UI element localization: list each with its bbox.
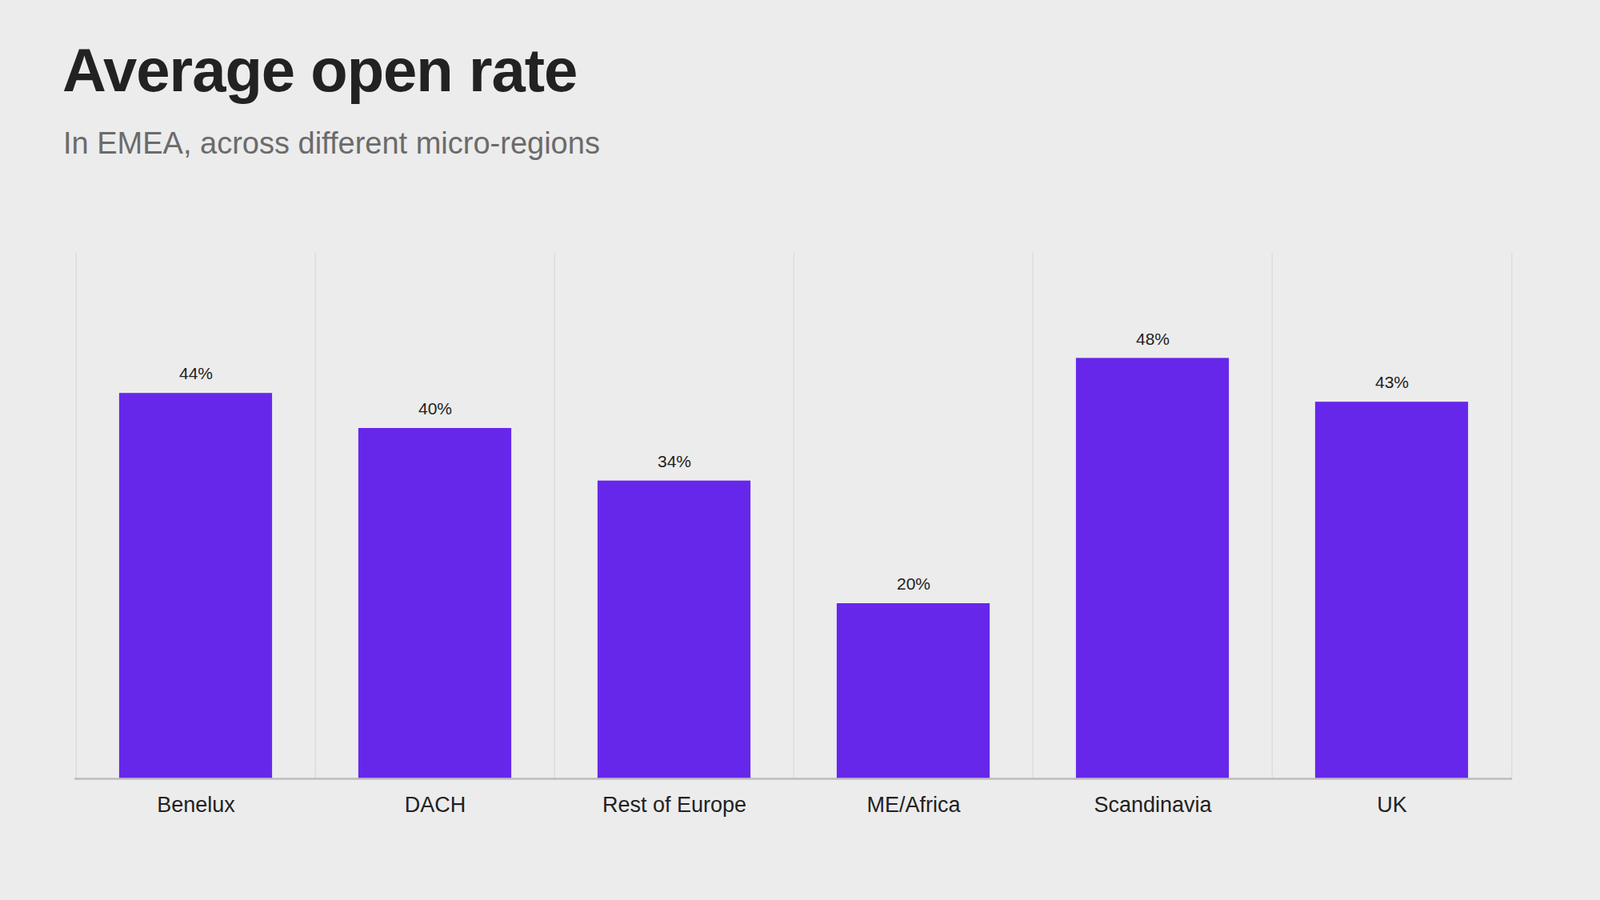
svg-text:ME/Africa: ME/Africa <box>866 792 961 817</box>
svg-text:44%: 44% <box>179 364 213 383</box>
html-text:Average open rate: Average open rate <box>62 36 578 104</box>
svg-text:DACH: DACH <box>404 792 467 817</box>
svg-text:40%: 40% <box>418 399 452 418</box>
svg-text:Benelux: Benelux <box>156 792 236 817</box>
svg-text:UK: UK <box>1376 792 1408 817</box>
svg-text:Rest of Europe: Rest of Europe <box>602 792 747 817</box>
svg-text:48%: 48% <box>1136 329 1170 348</box>
svg-text:Scandinavia: Scandinavia <box>1093 792 1212 817</box>
svg-text:20%: 20% <box>896 574 931 593</box>
html-text:In EMEA, across different micr: In EMEA, across different micro-regions <box>63 126 600 160</box>
svg-text:34%: 34% <box>657 452 692 471</box>
svg-text:43%: 43% <box>1375 372 1409 392</box>
